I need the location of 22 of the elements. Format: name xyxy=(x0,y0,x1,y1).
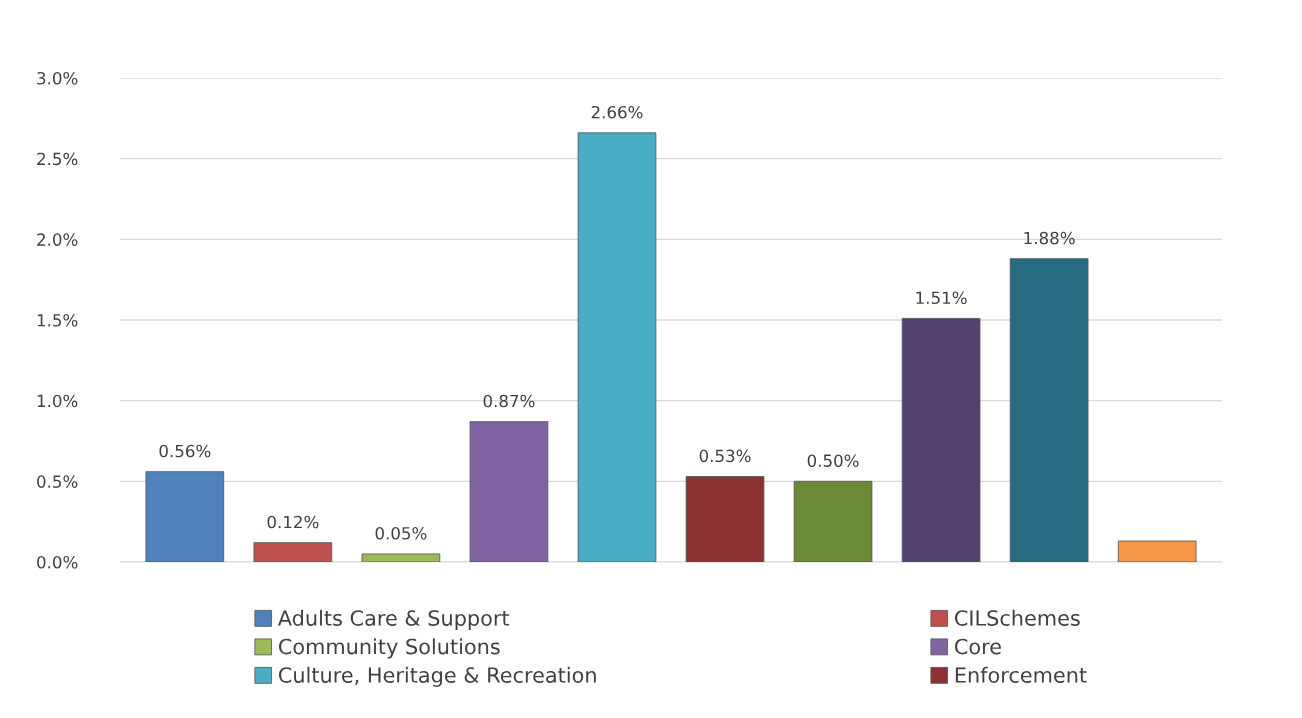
y-tick-label: 3.0% xyxy=(37,71,78,85)
data-label: 0.05% xyxy=(375,526,427,540)
legend-label: Adults Care & Support xyxy=(277,609,510,630)
y-tick-label: 0.5% xyxy=(37,475,78,488)
data-label: 0.53% xyxy=(699,449,751,463)
y-tick-label: 1.0% xyxy=(37,394,78,408)
legend-label: CILSchemes xyxy=(954,609,1080,626)
data-label: 0.12% xyxy=(267,515,319,529)
legend-label: Community Solutions xyxy=(278,638,500,659)
data-label: 0.50% xyxy=(807,454,859,467)
y-tick-label: 0.0% xyxy=(37,555,78,569)
legend-label: Culture, Heritage & Recreation xyxy=(278,666,596,687)
legend-label: Core xyxy=(954,638,1001,655)
data-label: 0.56% xyxy=(159,444,211,458)
y-tick-label: 1.5% xyxy=(37,313,78,327)
data-label: 1.88% xyxy=(1024,231,1075,245)
data-label: 0.87% xyxy=(483,394,535,408)
legend-label: Enforcement xyxy=(955,666,1087,683)
y-tick-label: 2.5% xyxy=(37,152,78,166)
data-label: 2.66% xyxy=(591,105,643,119)
data-label: 1.51% xyxy=(916,291,967,305)
y-tick-label: 2.0% xyxy=(37,233,78,246)
